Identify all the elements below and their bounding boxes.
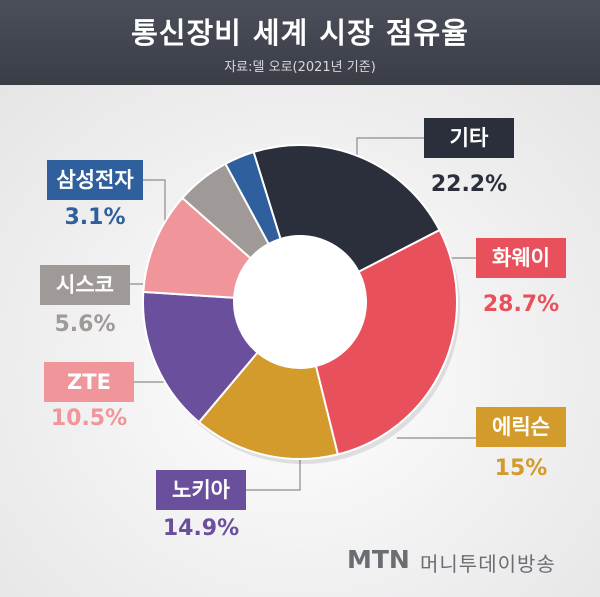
slice-label-3: 노키아	[156, 470, 246, 510]
slice-value-0: 22.2%	[430, 172, 508, 197]
leader-line-3	[246, 448, 301, 491]
slice-value-6: 3.1%	[64, 205, 126, 230]
slice-value-2: 15%	[494, 456, 548, 481]
donut-hole	[234, 236, 366, 368]
slice-value-1: 28.7%	[482, 292, 560, 317]
slice-label-0: 기타	[424, 118, 514, 158]
header-bar	[0, 0, 600, 85]
slice-value-3: 14.9%	[162, 516, 240, 541]
chart-source: 자료:델 오로(2021년 기준)	[224, 60, 376, 75]
brand-name: 머니투데이방송	[420, 552, 556, 576]
slice-label-2: 에릭슨	[476, 407, 566, 447]
brand-logo: MTN	[347, 545, 410, 574]
slice-value-5: 5.6%	[54, 312, 116, 337]
slice-label-6: 삼성전자	[47, 160, 143, 200]
slice-label-1: 화웨이	[476, 238, 566, 278]
slice-value-4: 10.5%	[50, 406, 128, 431]
leader-line-0	[356, 137, 424, 160]
chart-title: 통신장비 세계 시장 점유율	[131, 16, 469, 50]
leader-line-6	[143, 179, 166, 238]
slice-label-4: ZTE	[44, 362, 134, 402]
slice-label-5: 시스코	[40, 265, 130, 305]
